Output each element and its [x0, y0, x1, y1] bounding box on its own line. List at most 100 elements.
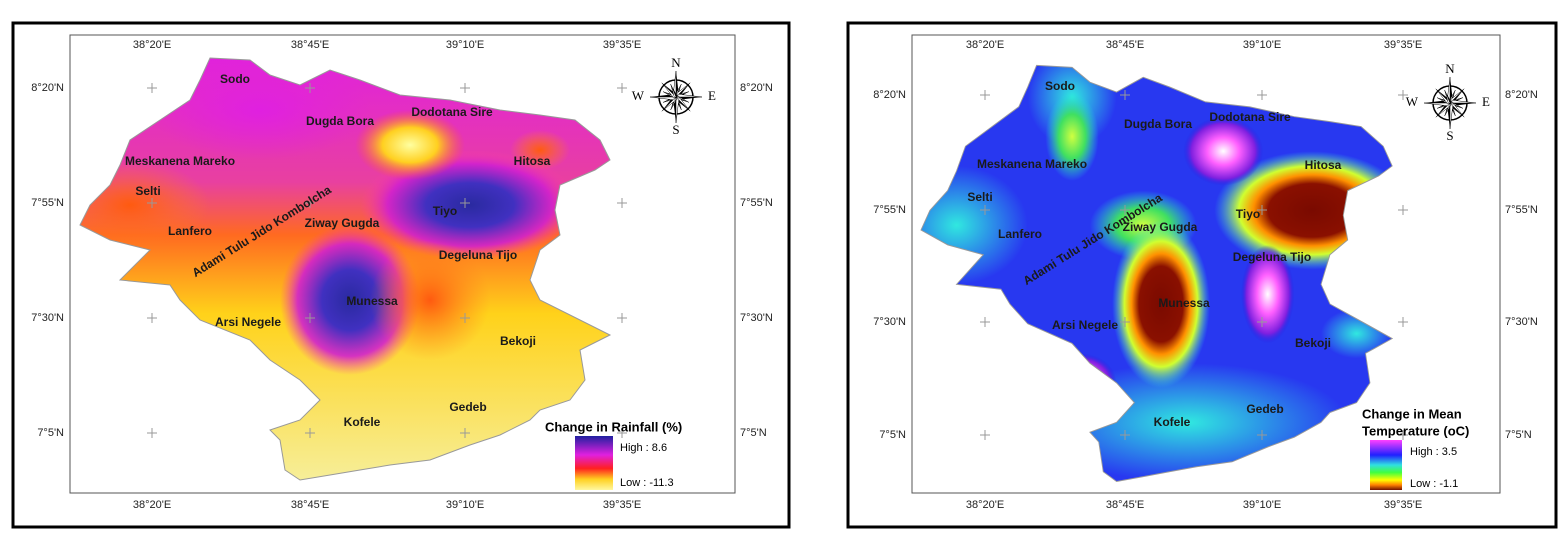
- place-label: Selti: [135, 184, 160, 198]
- place-label: Kofele: [344, 415, 381, 429]
- legend-title: Temperature (oC): [1362, 423, 1469, 438]
- compass-point: [676, 97, 702, 101]
- place-label: Lanfero: [168, 224, 212, 238]
- graticule-cross: [1120, 205, 1130, 215]
- place-label: Gedeb: [449, 400, 486, 414]
- place-label: Tiyo: [1236, 207, 1260, 221]
- lon-label: 39°10'E: [1243, 39, 1281, 51]
- graticule-cross: [1257, 317, 1267, 327]
- graticule-cross: [1120, 430, 1130, 440]
- lon-label: 38°45'E: [291, 499, 329, 511]
- compass-point: [661, 82, 677, 100]
- place-label: Degeluna Tijo: [439, 248, 517, 262]
- lon-label: 39°35'E: [603, 499, 641, 511]
- graticule-cross: [1257, 90, 1267, 100]
- compass-e: E: [708, 88, 716, 103]
- graticule-cross: [305, 313, 315, 323]
- graticule-cross: [460, 83, 470, 93]
- place-label: Dodotana Sire: [1209, 110, 1291, 124]
- graticule-cross: [147, 198, 157, 208]
- compass-n: N: [1445, 61, 1455, 76]
- compass-point: [1450, 103, 1476, 107]
- graticule-cross: [1398, 90, 1408, 100]
- graticule-cross: [617, 198, 627, 208]
- place-label: Kofele: [1154, 415, 1191, 429]
- lat-label: 8°20'N: [740, 82, 773, 94]
- lon-label: 38°20'E: [133, 499, 171, 511]
- lon-label: 38°20'E: [966, 39, 1004, 51]
- compass-point: [649, 96, 677, 101]
- lat-label: 7°55'N: [740, 197, 773, 209]
- lat-label: 7°30'N: [1505, 316, 1538, 328]
- lon-label: 39°35'E: [1384, 499, 1422, 511]
- compass-point: [661, 96, 679, 112]
- graticule-cross: [980, 317, 990, 327]
- lon-label: 38°45'E: [291, 39, 329, 51]
- place-label: Arsi Negele: [215, 315, 281, 329]
- graticule-cross: [1257, 430, 1267, 440]
- lat-label: 7°30'N: [31, 312, 64, 324]
- lat-label: 7°30'N: [873, 316, 906, 328]
- place-label: Arsi Negele: [1052, 318, 1118, 332]
- compass-w: W: [1406, 94, 1419, 109]
- graticule-cross: [617, 83, 627, 93]
- compass-point: [650, 93, 676, 97]
- place-label: Lanfero: [998, 227, 1042, 241]
- place-label: Sodo: [220, 72, 250, 86]
- graticule-cross: [1398, 430, 1408, 440]
- rainfall-surface: [80, 58, 610, 480]
- temperature-surface: [920, 65, 1393, 482]
- lat-label: 7°5'N: [37, 427, 64, 439]
- lat-label: 7°30'N: [740, 312, 773, 324]
- graticule-cross: [147, 83, 157, 93]
- place-label: Ziway Gugda: [1123, 220, 1198, 234]
- legend-title: Change in Rainfall (%): [545, 419, 682, 434]
- graticule-cross: [460, 428, 470, 438]
- graticule-cross: [1398, 317, 1408, 327]
- compass-point: [1435, 88, 1451, 106]
- graticule-cross: [305, 83, 315, 93]
- lon-label: 38°45'E: [1106, 499, 1144, 511]
- graticule-cross: [460, 198, 470, 208]
- graticule-cross: [1257, 205, 1267, 215]
- graticule-cross: [305, 428, 315, 438]
- graticule-cross: [305, 198, 315, 208]
- lat-label: 7°55'N: [31, 197, 64, 209]
- graticule-cross: [980, 430, 990, 440]
- place-label: Dugda Bora: [306, 114, 374, 128]
- place-label: Hitosa: [514, 154, 551, 168]
- place-label: Ziway Gugda: [305, 216, 380, 230]
- compass-point: [1444, 89, 1451, 104]
- place-label: Bekoji: [1295, 336, 1331, 350]
- compass-point: [1423, 102, 1451, 107]
- legend-low: Low : -1.1: [1410, 478, 1458, 490]
- graticule-cross: [980, 90, 990, 100]
- lon-label: 38°20'E: [133, 39, 171, 51]
- lon-label: 39°10'E: [446, 499, 484, 511]
- lon-label: 38°45'E: [1106, 39, 1144, 51]
- place-label: Meskanena Mareko: [125, 154, 235, 168]
- place-label: Munessa: [1158, 296, 1210, 310]
- compass-point: [670, 83, 677, 98]
- lon-label: 38°20'E: [966, 499, 1004, 511]
- graticule-cross: [1120, 317, 1130, 327]
- lat-label: 7°55'N: [1505, 204, 1538, 216]
- place-label: Sodo: [1045, 79, 1075, 93]
- graticule-cross: [617, 313, 627, 323]
- place-label: Gedeb: [1246, 402, 1283, 416]
- legend-low: Low : -11.3: [620, 477, 674, 489]
- compass-point: [670, 84, 678, 97]
- lat-label: 7°5'N: [1505, 429, 1532, 441]
- graticule-cross: [1120, 90, 1130, 100]
- graticule-cross: [147, 313, 157, 323]
- compass-s: S: [672, 122, 679, 137]
- place-label: Hitosa: [1305, 158, 1342, 172]
- lat-label: 8°20'N: [31, 82, 64, 94]
- compass-rose: [649, 70, 703, 124]
- place-label: Munessa: [346, 294, 398, 308]
- compass-point: [675, 96, 680, 124]
- compass-n: N: [671, 55, 681, 70]
- lat-label: 8°20'N: [1505, 89, 1538, 101]
- place-label: Selti: [967, 190, 992, 204]
